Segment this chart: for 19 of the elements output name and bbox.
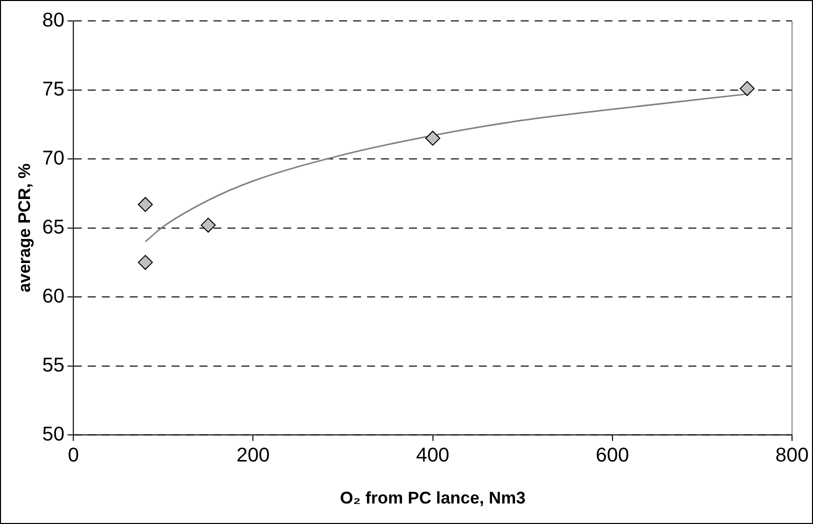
y-axis-title: average PCR, % — [14, 163, 34, 292]
y-tick-label: 50 — [42, 423, 64, 446]
point — [200, 218, 216, 233]
point — [740, 81, 755, 96]
y-tick-label: 65 — [42, 216, 64, 238]
y-tick-label: 70 — [42, 147, 64, 170]
y-tick-label: 80 — [42, 9, 64, 32]
point — [138, 254, 153, 270]
x-tick-label: 400 — [416, 444, 450, 466]
x-tick-label: 600 — [596, 444, 630, 466]
x-tick-label: 0 — [68, 444, 80, 466]
point — [425, 130, 440, 146]
x-tick-label: 800 — [775, 444, 809, 466]
y-tick-label: 55 — [42, 354, 64, 376]
point — [138, 196, 153, 212]
y-tick-label: 75 — [42, 78, 64, 100]
y-tick-label: 60 — [42, 285, 64, 308]
x-axis-title: O₂ from PC lance, Nm3 — [340, 488, 526, 508]
x-tick-label: 200 — [236, 444, 270, 466]
